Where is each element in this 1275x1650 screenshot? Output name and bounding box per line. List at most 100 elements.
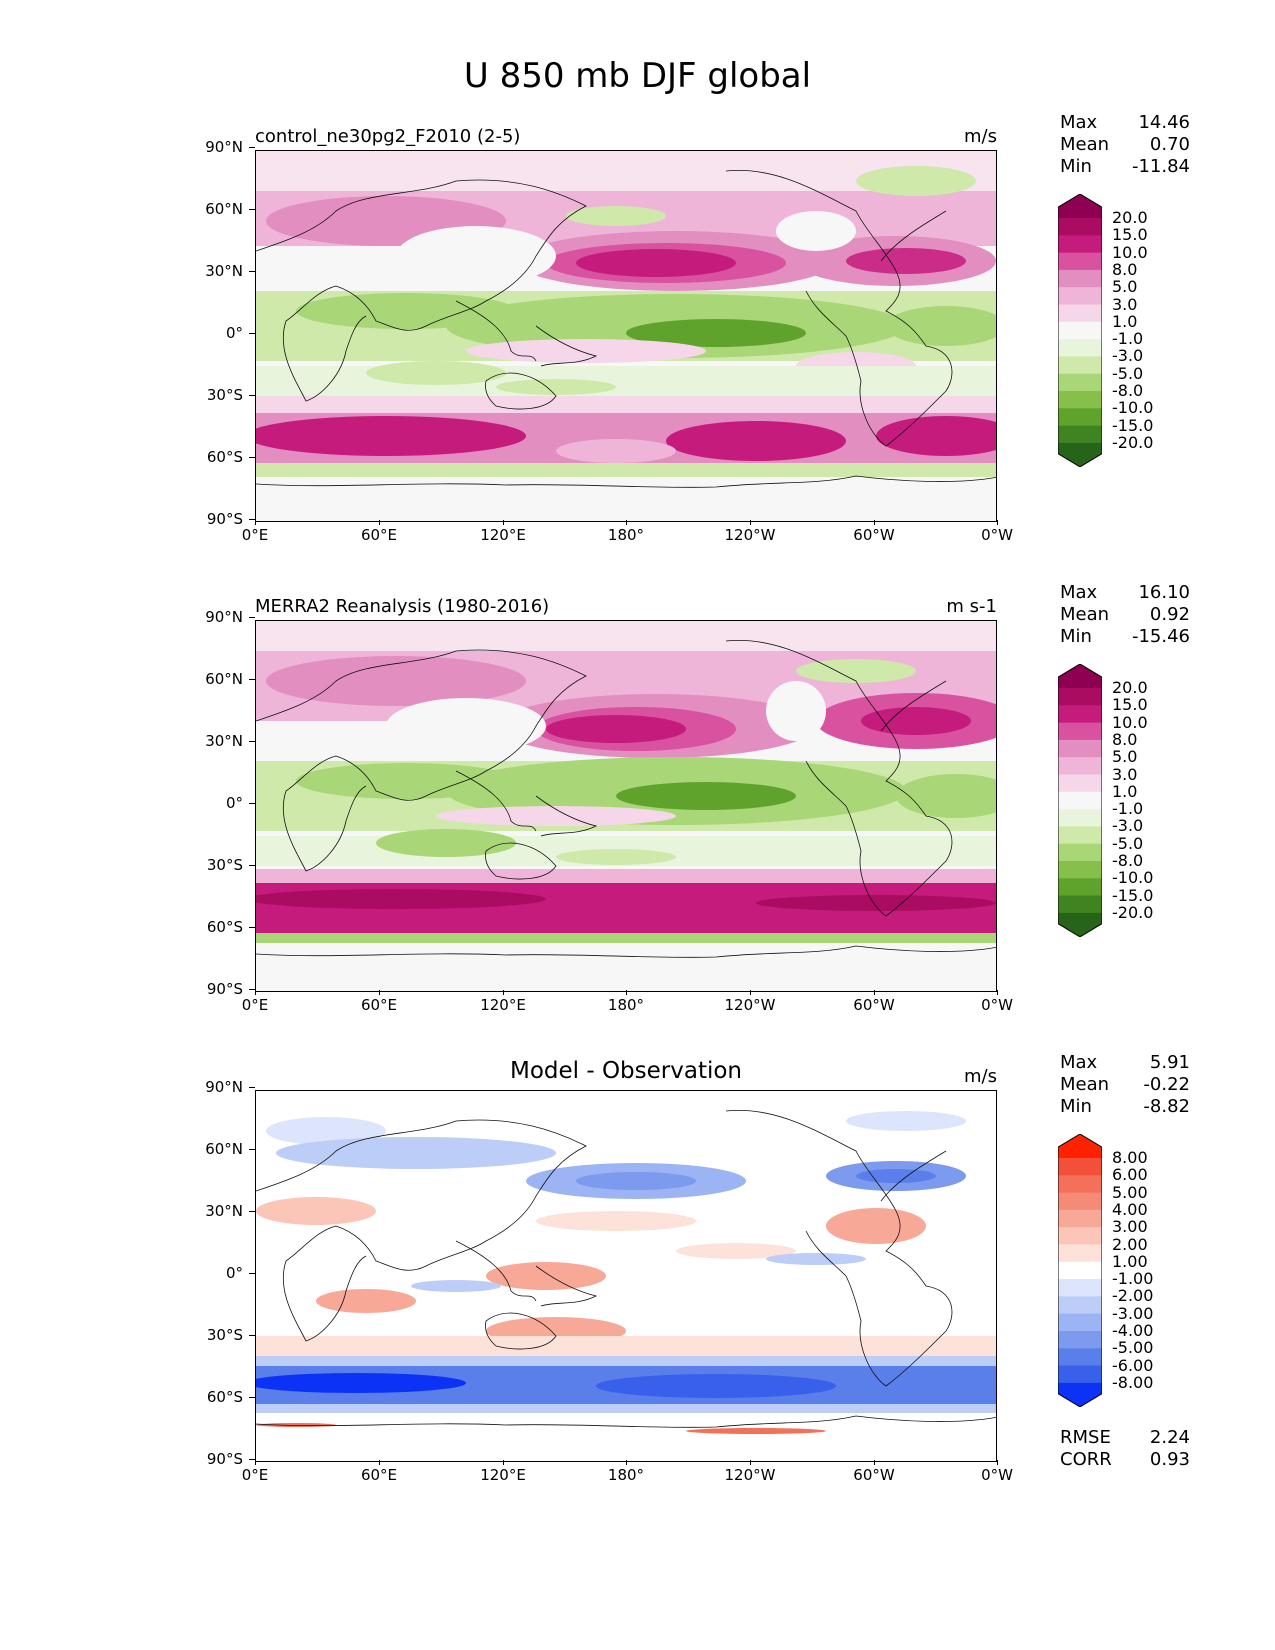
stat-value: -15.46	[1131, 626, 1190, 647]
stat-label: Max	[1060, 112, 1098, 133]
colorbar-tick-label: 3.00	[1112, 1217, 1148, 1237]
colorbar-tick-label: 10.0	[1112, 712, 1148, 732]
colorbar-segment	[1058, 321, 1102, 340]
colorbar-tick-label: -6.00	[1112, 1355, 1154, 1375]
stat-mean: Mean 0.92	[1060, 604, 1190, 626]
colorbar-tick-label: 20.0	[1112, 678, 1148, 697]
x-tick: 0°W	[957, 520, 1037, 544]
x-tick: 60°W	[834, 1460, 914, 1484]
x-tick: 60°W	[834, 520, 914, 544]
x-tick: 60°E	[339, 520, 419, 544]
y-tick: 60°N	[183, 670, 255, 688]
colorbar-segment	[1058, 1261, 1102, 1280]
x-tick: 0°E	[215, 1460, 295, 1484]
x-tick: 0°E	[215, 520, 295, 544]
stat-value: 2.24	[1149, 1427, 1190, 1448]
stat-max: Max 16.10	[1060, 582, 1190, 604]
x-tick: 0°W	[957, 990, 1037, 1014]
colorbar-segment	[1058, 218, 1102, 236]
colorbar-tick-label: 20.0	[1112, 208, 1148, 227]
colorbar-tick-label: -20.0	[1112, 902, 1154, 922]
y-tick: 0°	[183, 1264, 255, 1282]
x-tick: 120°E	[463, 1460, 543, 1484]
colorbar-tick-label: 6.00	[1112, 1165, 1148, 1185]
stat-rmse: RMSE 2.24	[1060, 1427, 1190, 1449]
y-tick: 60°S	[183, 918, 255, 936]
x-tick: 180°	[586, 990, 666, 1014]
colorbar-tick-label: -1.0	[1112, 799, 1144, 819]
x-tick: 60°E	[339, 990, 419, 1014]
y-tick: 30°N	[183, 732, 255, 750]
colorbar-tick-label: 10.0	[1112, 242, 1148, 262]
stat-min: Min -11.84	[1060, 156, 1190, 178]
colorbar-segment	[1058, 809, 1102, 827]
colorbar-segment	[1058, 664, 1102, 688]
colorbar-tick-label: -15.0	[1112, 885, 1154, 905]
y-tick: 0°	[183, 794, 255, 812]
colorbar-tick-label: 8.0	[1112, 259, 1138, 279]
colorbar-segment	[1058, 287, 1102, 305]
stat-min: Min -8.82	[1060, 1096, 1190, 1118]
stat-max: Max 5.91	[1060, 1052, 1190, 1074]
colorbar-segment	[1058, 1382, 1102, 1407]
y-tick: 30°S	[183, 386, 255, 404]
colorbar-tick-label: 3.0	[1112, 764, 1138, 784]
colorbar-tick-label: -5.0	[1112, 363, 1144, 383]
colorbar-segment	[1058, 235, 1102, 254]
colorbar-segment	[1058, 1348, 1102, 1367]
colorbar-tick-label: -3.0	[1112, 816, 1144, 836]
panel-difference: Model - Observation m/s	[0, 1052, 1275, 1512]
x-tick: 120°W	[710, 990, 790, 1014]
y-tick: 60°S	[183, 1388, 255, 1406]
colorbar-tick-label: 5.0	[1112, 747, 1138, 767]
colorbar	[1057, 1133, 1103, 1411]
stat-label: Max	[1060, 1052, 1098, 1073]
stat-mean: Mean -0.22	[1060, 1074, 1190, 1096]
colorbar-tick-label: 15.0	[1112, 225, 1148, 245]
colorbar-svg	[1057, 1133, 1103, 1408]
colorbar-segment	[1058, 895, 1102, 914]
stat-value: 0.70	[1149, 134, 1190, 155]
colorbar-segment	[1058, 774, 1102, 793]
colorbar-tick-label: 4.00	[1112, 1199, 1148, 1219]
colorbar-segment	[1058, 739, 1102, 758]
stat-max: Max 14.46	[1060, 112, 1190, 134]
colorbar-segment	[1058, 194, 1102, 218]
colorbar-segment	[1058, 757, 1102, 775]
colorbar-segment	[1058, 722, 1102, 741]
stats-box: Max 16.10 Mean 0.92 Min -15.46	[1060, 582, 1190, 648]
x-tick: 120°W	[710, 520, 790, 544]
colorbar-segment	[1058, 1192, 1102, 1211]
stat-value: 16.10	[1138, 582, 1190, 603]
colorbar	[1057, 663, 1103, 941]
colorbar-tick-label: -10.0	[1112, 398, 1154, 418]
panel-units: m/s	[964, 126, 997, 147]
stat-value: 5.91	[1149, 1052, 1190, 1073]
colorbar-tick-label: -5.0	[1112, 833, 1144, 853]
colorbar-tick-label: 2.00	[1112, 1234, 1148, 1254]
colorbar-segment	[1058, 425, 1102, 444]
x-tick: 120°E	[463, 520, 543, 544]
panel-title: MERRA2 Reanalysis (1980-2016)	[255, 596, 550, 617]
y-tick: 90°S	[183, 980, 255, 998]
y-tick: 30°S	[183, 1326, 255, 1344]
colorbar-segment	[1058, 356, 1102, 375]
colorbar-segment	[1058, 269, 1102, 288]
colorbar-tick-label: 3.0	[1112, 294, 1138, 314]
y-tick: 30°S	[183, 856, 255, 874]
colorbar-segment	[1058, 1313, 1102, 1332]
colorbar-tick-label: -15.0	[1112, 415, 1154, 435]
colorbar-segment	[1058, 304, 1102, 323]
colorbar-segment	[1058, 408, 1102, 427]
colorbar-tick-label: -3.0	[1112, 346, 1144, 366]
x-tick: 180°	[586, 520, 666, 544]
y-tick: 90°S	[183, 510, 255, 528]
map-plot	[255, 620, 997, 992]
stat-min: Min -15.46	[1060, 626, 1190, 648]
map-field	[256, 1091, 996, 1461]
panel-units: m s-1	[946, 596, 997, 617]
colorbar-segment	[1058, 843, 1102, 862]
panel-title: Model - Observation	[509, 1058, 743, 1084]
stat-value: -0.22	[1143, 1074, 1190, 1095]
panel-observation: MERRA2 Reanalysis (1980-2016) m s-1	[0, 582, 1275, 1042]
